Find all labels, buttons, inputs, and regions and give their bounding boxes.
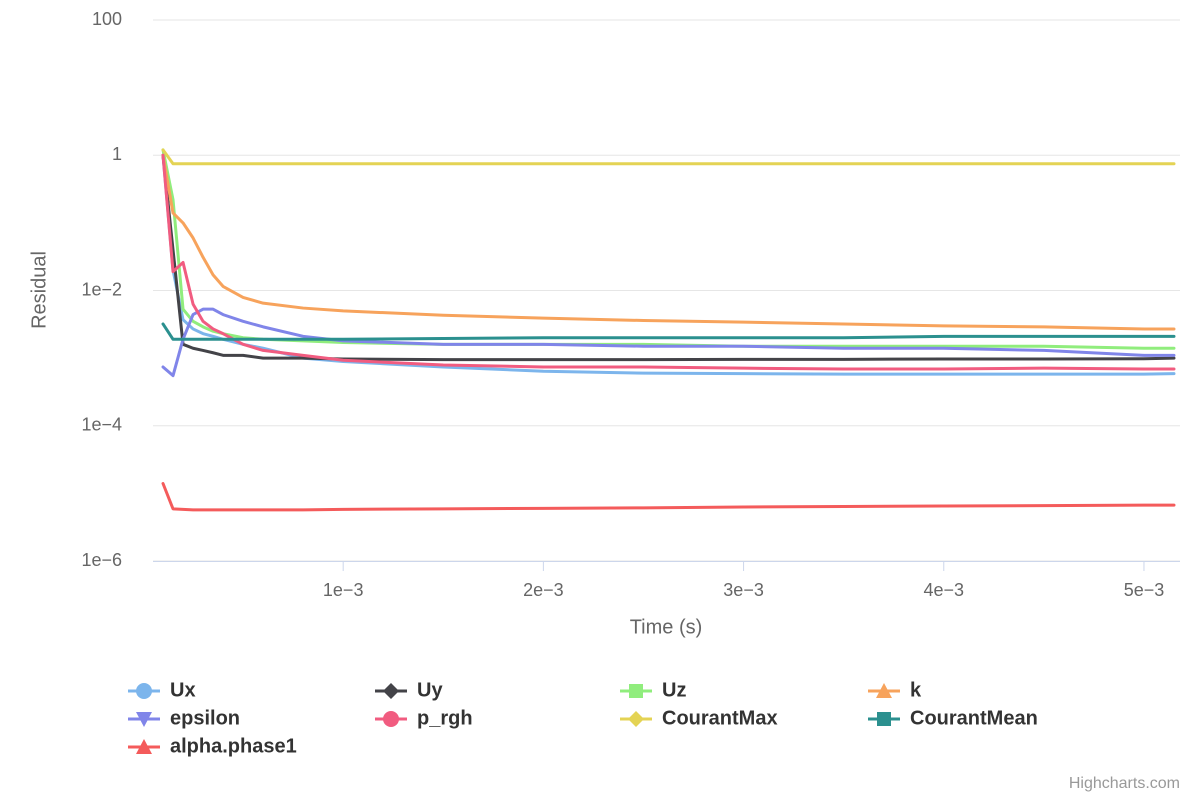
legend-label: Uz bbox=[662, 679, 686, 701]
y-tick-label: 1 bbox=[112, 144, 122, 164]
legend-marker bbox=[629, 684, 643, 698]
x-tick-label: 2e−3 bbox=[523, 580, 564, 600]
x-tick-label: 4e−3 bbox=[923, 580, 964, 600]
y-axis-title: Residual bbox=[28, 251, 50, 329]
legend-marker bbox=[628, 711, 644, 727]
legend-label: CourantMean bbox=[910, 707, 1038, 729]
legend-marker bbox=[136, 739, 152, 754]
legend-label: Uy bbox=[417, 679, 443, 701]
legend-item[interactable]: Uy bbox=[375, 679, 443, 701]
legend-item[interactable]: p_rgh bbox=[375, 707, 473, 729]
legend-label: alpha.phase1 bbox=[170, 735, 297, 757]
series-line bbox=[161, 153, 1176, 331]
legend-label: p_rgh bbox=[417, 707, 473, 729]
credits[interactable]: Highcharts.com bbox=[1069, 775, 1180, 792]
x-tick-label: 1e−3 bbox=[323, 580, 364, 600]
series-line bbox=[161, 153, 1176, 371]
x-axis-title: Time (s) bbox=[630, 616, 703, 638]
series-line bbox=[161, 481, 1176, 512]
y-tick-label: 100 bbox=[92, 9, 122, 29]
series-line bbox=[161, 153, 1176, 362]
legend-marker bbox=[383, 683, 399, 699]
legend-item[interactable]: CourantMean bbox=[868, 707, 1038, 729]
legend-label: k bbox=[910, 679, 922, 701]
legend-item[interactable]: Uz bbox=[620, 679, 686, 701]
series-line bbox=[161, 148, 1176, 166]
legend-marker bbox=[136, 683, 152, 699]
legend-marker bbox=[136, 712, 152, 727]
legend-item[interactable]: CourantMax bbox=[620, 707, 778, 729]
y-tick-label: 1e−4 bbox=[81, 415, 122, 435]
y-tick-label: 1e−2 bbox=[81, 279, 122, 299]
legend-item[interactable]: Ux bbox=[128, 679, 196, 701]
legend-label: epsilon bbox=[170, 707, 240, 729]
series-line bbox=[161, 322, 1176, 341]
x-tick-label: 5e−3 bbox=[1124, 580, 1165, 600]
y-tick-label: 1e−6 bbox=[81, 550, 122, 570]
legend-label: CourantMax bbox=[662, 707, 778, 729]
series-line bbox=[161, 148, 1176, 350]
legend-marker bbox=[383, 711, 399, 727]
x-tick-label: 3e−3 bbox=[723, 580, 764, 600]
legend-marker bbox=[877, 712, 891, 726]
legend-item[interactable]: alpha.phase1 bbox=[128, 735, 297, 757]
legend-marker bbox=[876, 683, 892, 698]
legend-item[interactable]: epsilon bbox=[128, 707, 240, 729]
legend-label: Ux bbox=[170, 679, 196, 701]
legend-item[interactable]: k bbox=[868, 679, 922, 701]
